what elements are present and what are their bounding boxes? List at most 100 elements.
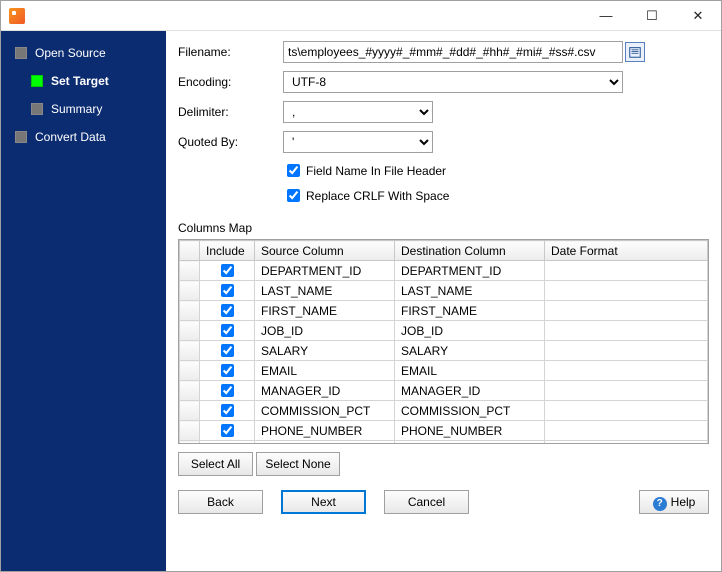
include-checkbox[interactable] <box>221 404 234 417</box>
source-cell[interactable]: DEPARTMENT_ID <box>255 261 395 281</box>
source-cell[interactable]: EMAIL <box>255 361 395 381</box>
date-cell[interactable] <box>545 381 708 401</box>
row-header[interactable] <box>180 281 200 301</box>
date-cell[interactable] <box>545 441 708 445</box>
field-header-row: Field Name In File Header <box>283 161 709 180</box>
dest-cell[interactable]: EMPLOYEE_ID <box>395 441 545 445</box>
col-header-source[interactable]: Source Column <box>255 241 395 261</box>
date-cell[interactable] <box>545 281 708 301</box>
table-row[interactable]: DEPARTMENT_IDDEPARTMENT_ID <box>180 261 708 281</box>
include-checkbox[interactable] <box>221 344 234 357</box>
col-header-date[interactable]: Date Format <box>545 241 708 261</box>
browse-button[interactable] <box>625 42 645 62</box>
dest-cell[interactable]: SALARY <box>395 341 545 361</box>
include-checkbox[interactable] <box>221 424 234 437</box>
window-body: Open SourceSet TargetSummaryConvert Data… <box>1 31 721 571</box>
next-button[interactable]: Next <box>281 490 366 514</box>
sidebar-item-open-source[interactable]: Open Source <box>1 39 166 67</box>
include-checkbox[interactable] <box>221 284 234 297</box>
table-row[interactable]: COMMISSION_PCTCOMMISSION_PCT <box>180 401 708 421</box>
table-row[interactable]: PHONE_NUMBERPHONE_NUMBER <box>180 421 708 441</box>
include-cell <box>200 401 255 421</box>
select-all-button[interactable]: Select All <box>178 452 253 476</box>
help-label: Help <box>671 495 696 509</box>
table-row[interactable]: FIRST_NAMEFIRST_NAME <box>180 301 708 321</box>
dest-cell[interactable]: FIRST_NAME <box>395 301 545 321</box>
row-header[interactable] <box>180 441 200 445</box>
date-cell[interactable] <box>545 261 708 281</box>
columns-table-wrap: IncludeSource ColumnDestination ColumnDa… <box>178 239 709 444</box>
select-none-button[interactable]: Select None <box>256 452 339 476</box>
date-cell[interactable] <box>545 321 708 341</box>
source-cell[interactable]: EMPLOYEE_ID <box>255 441 395 445</box>
include-cell <box>200 281 255 301</box>
date-cell[interactable] <box>545 301 708 321</box>
include-checkbox[interactable] <box>221 324 234 337</box>
table-row[interactable]: JOB_IDJOB_ID <box>180 321 708 341</box>
cancel-button[interactable]: Cancel <box>384 490 469 514</box>
date-cell[interactable] <box>545 341 708 361</box>
quoted-label: Quoted By: <box>178 135 283 149</box>
row-header[interactable] <box>180 301 200 321</box>
back-button[interactable]: Back <box>178 490 263 514</box>
replace-crlf-checkbox[interactable] <box>287 189 300 202</box>
source-cell[interactable]: JOB_ID <box>255 321 395 341</box>
delimiter-select[interactable]: , <box>283 101 433 123</box>
include-cell <box>200 441 255 445</box>
dest-cell[interactable]: MANAGER_ID <box>395 381 545 401</box>
row-header[interactable] <box>180 261 200 281</box>
date-cell[interactable] <box>545 361 708 381</box>
row-header[interactable] <box>180 361 200 381</box>
table-row[interactable]: SALARYSALARY <box>180 341 708 361</box>
source-cell[interactable]: MANAGER_ID <box>255 381 395 401</box>
help-button[interactable]: ?Help <box>639 490 709 514</box>
date-cell[interactable] <box>545 401 708 421</box>
main-panel: Filename: Encoding: UTF-8 <box>166 31 721 571</box>
minimize-button[interactable]: — <box>583 1 629 31</box>
dest-cell[interactable]: PHONE_NUMBER <box>395 421 545 441</box>
maximize-button[interactable]: ☐ <box>629 1 675 31</box>
table-row[interactable]: MANAGER_IDMANAGER_ID <box>180 381 708 401</box>
row-header[interactable] <box>180 321 200 341</box>
dest-cell[interactable]: LAST_NAME <box>395 281 545 301</box>
date-cell[interactable] <box>545 421 708 441</box>
table-row[interactable]: EMPLOYEE_IDEMPLOYEE_ID <box>180 441 708 445</box>
include-cell <box>200 381 255 401</box>
source-cell[interactable]: FIRST_NAME <box>255 301 395 321</box>
dest-cell[interactable]: COMMISSION_PCT <box>395 401 545 421</box>
col-header-rowhdr[interactable] <box>180 241 200 261</box>
dest-cell[interactable]: EMAIL <box>395 361 545 381</box>
filename-row: Filename: <box>178 41 709 63</box>
columns-map-label: Columns Map <box>178 221 709 235</box>
sidebar-item-set-target[interactable]: Set Target <box>1 67 166 95</box>
source-cell[interactable]: COMMISSION_PCT <box>255 401 395 421</box>
include-checkbox[interactable] <box>221 264 234 277</box>
close-button[interactable]: ✕ <box>675 1 721 31</box>
source-cell[interactable]: SALARY <box>255 341 395 361</box>
field-header-checkbox[interactable] <box>287 164 300 177</box>
include-checkbox[interactable] <box>221 304 234 317</box>
source-cell[interactable]: PHONE_NUMBER <box>255 421 395 441</box>
filename-input[interactable] <box>283 41 623 63</box>
sidebar-item-convert-data[interactable]: Convert Data <box>1 123 166 151</box>
row-header[interactable] <box>180 341 200 361</box>
encoding-select[interactable]: UTF-8 <box>283 71 623 93</box>
source-cell[interactable]: LAST_NAME <box>255 281 395 301</box>
dest-cell[interactable]: JOB_ID <box>395 321 545 341</box>
sidebar-item-summary[interactable]: Summary <box>1 95 166 123</box>
include-checkbox[interactable] <box>221 364 234 377</box>
include-cell <box>200 421 255 441</box>
quoted-select[interactable]: ' <box>283 131 433 153</box>
table-row[interactable]: EMAILEMAIL <box>180 361 708 381</box>
row-header[interactable] <box>180 421 200 441</box>
nav-box-icon <box>15 47 27 59</box>
include-checkbox[interactable] <box>221 384 234 397</box>
table-row[interactable]: LAST_NAMELAST_NAME <box>180 281 708 301</box>
row-header[interactable] <box>180 401 200 421</box>
col-header-dest[interactable]: Destination Column <box>395 241 545 261</box>
replace-crlf-row: Replace CRLF With Space <box>283 186 709 205</box>
row-header[interactable] <box>180 381 200 401</box>
dest-cell[interactable]: DEPARTMENT_ID <box>395 261 545 281</box>
include-cell <box>200 301 255 321</box>
col-header-include[interactable]: Include <box>200 241 255 261</box>
